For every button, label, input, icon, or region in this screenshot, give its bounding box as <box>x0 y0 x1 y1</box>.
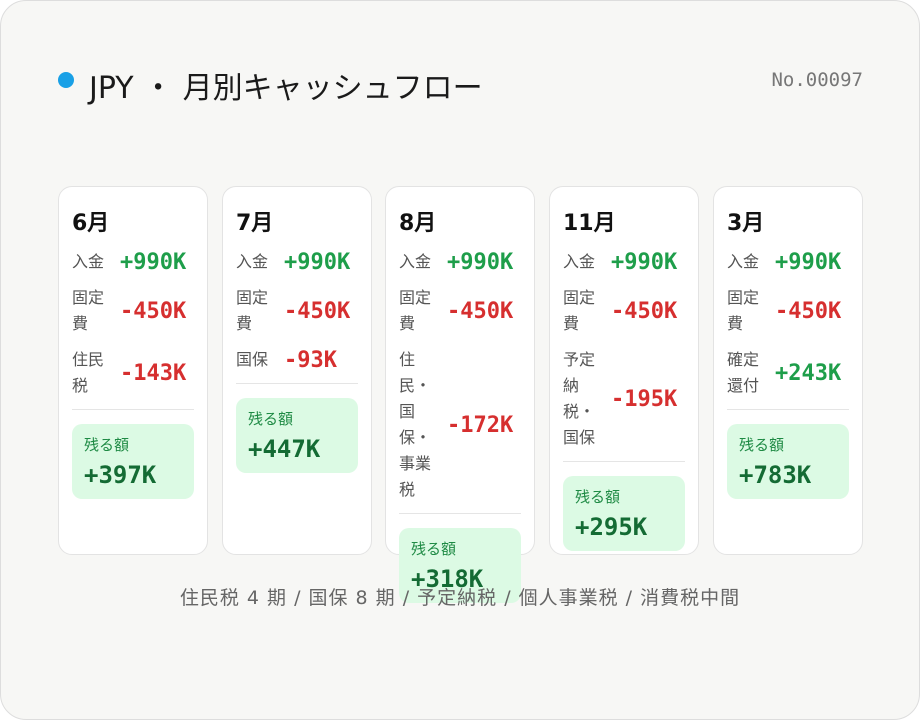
month-card: 7月入金 +990K 固定費 -450K 国保 -93K 残る額 +447K <box>222 186 372 555</box>
row-label: 固定費 <box>399 288 432 333</box>
month-title: 7月 <box>236 211 274 236</box>
remaining-box: 残る額 +295K <box>563 476 685 551</box>
month-card: 8月入金 +990K 固定費 -450K 住民・国保・事業税 -172K 残る額 +318K <box>385 186 535 603</box>
row-label: 確定還付 <box>727 350 760 395</box>
remaining-value: +318K <box>411 565 484 593</box>
row-label: 住民税 <box>72 350 105 395</box>
row-value: -143K <box>120 360 187 386</box>
row-value: +990K <box>447 249 514 275</box>
cash-row: 国保 -93K <box>236 347 358 373</box>
remaining-box: 残る額 +397K <box>72 424 194 499</box>
row-label: 固定費 <box>236 288 269 333</box>
row-value: -172K <box>447 412 514 438</box>
cash-row: 固定費 -450K <box>563 285 685 337</box>
cash-row: 住民・国保・事業税 -172K <box>399 347 521 503</box>
title: JPY ・ 月別キャッシュフロー <box>89 71 483 106</box>
row-value: -450K <box>775 298 842 324</box>
record-number: No.00097 <box>771 69 863 91</box>
remaining-label: 残る額 <box>248 410 294 428</box>
month-card: 6月入金 +990K 固定費 -450K 住民税 -143K 残る額 +397K <box>58 186 208 555</box>
row-value: -450K <box>120 298 187 324</box>
remaining-label: 残る額 <box>739 436 785 454</box>
remaining-value: +447K <box>248 435 321 463</box>
row-value: +990K <box>775 249 842 275</box>
cash-row: 固定費 -450K <box>399 285 521 337</box>
remaining-label: 残る額 <box>84 436 130 454</box>
cash-row: 入金 +990K <box>236 249 358 275</box>
row-value: +990K <box>120 249 187 275</box>
remaining-box: 残る額 +783K <box>727 424 849 499</box>
month-title: 11月 <box>563 211 616 236</box>
row-label: 固定費 <box>72 288 105 333</box>
cash-row: 入金 +990K <box>563 249 685 275</box>
cash-row: 確定還付 +243K <box>727 347 849 399</box>
footer-note: 住民税 4 期 / 国保 8 期 / 予定納税 / 個人事業税 / 消費税中間 <box>179 587 741 609</box>
status-dot <box>58 72 74 88</box>
month-title: 6月 <box>72 211 110 236</box>
row-label: 入金 <box>236 252 269 271</box>
month-card: 11月入金 +990K 固定費 -450K 予定納税・国保 -195K 残る額 +295K <box>549 186 699 555</box>
row-value: -450K <box>284 298 351 324</box>
row-value: +990K <box>611 249 678 275</box>
row-value: -450K <box>447 298 514 324</box>
row-label: 固定費 <box>727 288 760 333</box>
remaining-box: 残る額 +447K <box>236 398 358 473</box>
cash-row: 固定費 -450K <box>72 285 194 337</box>
remaining-value: +397K <box>84 461 157 489</box>
row-label: 予定納税・国保 <box>563 350 596 447</box>
remaining-label: 残る額 <box>575 488 621 506</box>
row-label: 住民・国保・事業税 <box>399 350 432 499</box>
cash-row: 固定費 -450K <box>236 285 358 337</box>
month-title: 8月 <box>399 211 437 236</box>
cash-row: 固定費 -450K <box>727 285 849 337</box>
remaining-label: 残る額 <box>411 540 457 558</box>
divider <box>399 513 521 514</box>
divider <box>72 409 194 410</box>
row-label: 固定費 <box>563 288 596 333</box>
month-card: 3月入金 +990K 固定費 -450K 確定還付 +243K 残る額 +783K <box>713 186 863 555</box>
remaining-box: 残る額 +318K <box>399 528 521 603</box>
divider <box>727 409 849 410</box>
row-label: 入金 <box>563 252 596 271</box>
row-label: 入金 <box>399 252 432 271</box>
row-value: -93K <box>284 347 337 373</box>
remaining-value: +783K <box>739 461 812 489</box>
row-label: 入金 <box>72 252 105 271</box>
remaining-value: +295K <box>575 513 648 541</box>
row-value: -195K <box>611 386 678 412</box>
row-label: 入金 <box>727 252 760 271</box>
cash-row: 予定納税・国保 -195K <box>563 347 685 451</box>
row-value: +243K <box>775 360 842 386</box>
cash-row: 入金 +990K <box>72 249 194 275</box>
month-title: 3月 <box>727 211 765 236</box>
row-value: -450K <box>611 298 678 324</box>
row-value: +990K <box>284 249 351 275</box>
divider <box>563 461 685 462</box>
cash-row: 入金 +990K <box>399 249 521 275</box>
cash-row: 住民税 -143K <box>72 347 194 399</box>
divider <box>236 383 358 384</box>
cash-row: 入金 +990K <box>727 249 849 275</box>
row-label: 国保 <box>236 350 269 369</box>
